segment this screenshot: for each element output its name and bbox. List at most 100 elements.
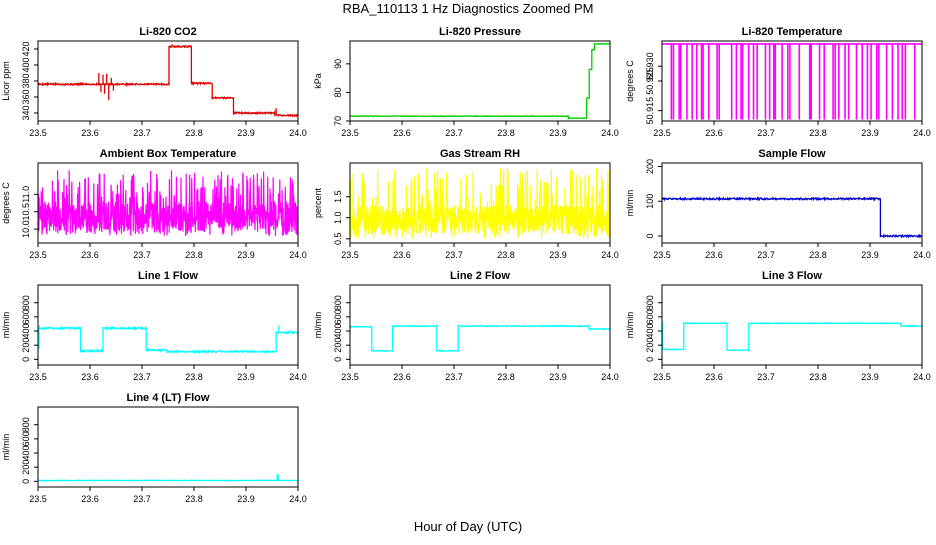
panel-ambient-box-temperature: Ambient Box Temperature degrees C 23.5 23.6…	[1, 148, 307, 260]
x-axis: 23.5 23.6 23.7 23.8 23.9 24.0	[653, 243, 931, 260]
series-line-1-flow	[38, 325, 298, 355]
data-line	[38, 325, 298, 355]
series-line-4-lt-flow	[38, 473, 298, 482]
x-tick-label: 24.0	[913, 128, 931, 138]
x-tick-label: 23.9	[861, 372, 879, 382]
plot-frame	[37, 162, 299, 244]
x-tick-label: 23.7	[757, 250, 775, 260]
panel-title: Li-820 Pressure	[439, 26, 521, 38]
y-tick-label: 10.5	[21, 203, 31, 221]
y-tick-label: 0.5	[333, 233, 343, 246]
data-line	[350, 42, 610, 120]
plot-frame	[349, 40, 611, 122]
x-tick-label: 23.7	[445, 372, 463, 382]
y-tick-label: 0	[21, 357, 31, 362]
y-tick-label: 800	[645, 295, 655, 310]
x-tick-label: 23.6	[81, 250, 99, 260]
x-tick-label: 24.0	[289, 128, 307, 138]
y-tick-label: 0	[645, 357, 655, 362]
series-li-820-pressure	[350, 42, 610, 120]
y-axis: 0.5 1.0 1.5	[333, 190, 350, 245]
x-tick-label: 23.7	[445, 128, 463, 138]
y-tick-label: 600	[21, 431, 31, 446]
panel-title: Sample Flow	[758, 148, 826, 160]
x-tick-label: 23.6	[705, 128, 723, 138]
y-tick-label: 200	[645, 159, 655, 174]
x-tick-label: 23.5	[29, 372, 47, 382]
panel-title: Gas Stream RH	[440, 148, 520, 160]
x-axis: 23.5 23.6 23.7 23.8 23.9 24.0	[29, 121, 307, 138]
series-sample-flow	[662, 196, 922, 239]
panel-title: Li-820 Temperature	[742, 26, 843, 38]
panel-sample-flow: Sample Flow ml/min 23.5 23.6 23.7 23.8 23.9 24.…	[625, 148, 931, 260]
plot-frame	[661, 284, 923, 366]
x-tick-label: 23.7	[133, 494, 151, 504]
x-tick-label: 23.9	[237, 372, 255, 382]
y-tick-label: 800	[21, 417, 31, 432]
x-tick-label: 24.0	[601, 250, 619, 260]
y-tick-label: 10.0	[21, 220, 31, 238]
y-axis: 0 100 200	[645, 159, 662, 239]
series-line-3-flow	[662, 321, 922, 353]
x-tick-label: 23.5	[341, 250, 359, 260]
x-tick-label: 23.9	[549, 372, 567, 382]
y-tick-label: 800	[333, 295, 343, 310]
series-ambient-box-temperature	[38, 170, 298, 237]
plot-frame	[37, 40, 299, 122]
panel-title: Line 1 Flow	[138, 270, 198, 282]
x-tick-label: 23.6	[393, 250, 411, 260]
data-line	[38, 44, 298, 118]
y-tick-label: 400	[645, 324, 655, 339]
x-axis: 23.5 23.6 23.7 23.8 23.9 24.0	[29, 365, 307, 382]
data-line	[38, 479, 298, 482]
x-tick-label: 23.8	[185, 494, 203, 504]
x-axis: 23.5 23.6 23.7 23.8 23.9 24.0	[341, 365, 619, 382]
x-tick-label: 23.8	[497, 372, 515, 382]
x-tick-label: 23.9	[237, 494, 255, 504]
x-tick-label: 23.7	[757, 372, 775, 382]
x-tick-label: 23.5	[29, 250, 47, 260]
panel-line-1-flow: Line 1 Flow ml/min 23.5 23.6 23.7 23.8 23.9 24.…	[1, 270, 307, 382]
y-tick-label: 400	[21, 446, 31, 461]
x-tick-label: 23.5	[29, 494, 47, 504]
panel-title: Line 3 Flow	[762, 270, 822, 282]
x-tick-label: 23.8	[497, 250, 515, 260]
figure-title: RBA_110113 1 Hz Diagnostics Zoomed PM	[343, 1, 594, 16]
x-tick-label: 23.5	[653, 250, 671, 260]
data-line	[350, 324, 610, 353]
plot-frame	[37, 284, 299, 366]
y-axis-label: percent	[313, 187, 323, 218]
x-axis: 23.5 23.6 23.7 23.8 23.9 24.0	[653, 365, 931, 382]
y-tick-label: 600	[333, 309, 343, 324]
y-tick-label: 200	[21, 460, 31, 475]
data-line	[662, 321, 922, 353]
x-tick-label: 23.7	[133, 372, 151, 382]
x-tick-label: 23.6	[81, 372, 99, 382]
y-tick-label: 1.5	[333, 190, 343, 203]
x-tick-label: 23.8	[809, 372, 827, 382]
x-tick-label: 23.6	[393, 372, 411, 382]
x-tick-label: 23.9	[861, 128, 879, 138]
panel-title: Ambient Box Temperature	[100, 148, 237, 160]
x-tick-label: 24.0	[289, 372, 307, 382]
series-li-820-co2	[38, 44, 298, 118]
x-tick-label: 23.7	[133, 128, 151, 138]
y-tick-label: 200	[21, 338, 31, 353]
y-axis: 70 80 90	[333, 59, 350, 126]
series-gas-stream-rh	[350, 167, 610, 239]
y-tick-label: 50.915	[645, 97, 655, 125]
y-axis-label: kPa	[313, 73, 323, 89]
panel-li-820-pressure: Li-820 Pressure kPa 23.5 23.6 23.7 23.8 23.9 24…	[313, 26, 619, 138]
panel-gas-stream-rh: Gas Stream RH percent 23.5 23.6 23.7 23.8 23.9…	[313, 148, 619, 260]
series-line-2-flow	[350, 324, 610, 353]
x-tick-label: 23.7	[445, 250, 463, 260]
y-tick-label: 200	[333, 338, 343, 353]
x-tick-label: 23.9	[549, 250, 567, 260]
